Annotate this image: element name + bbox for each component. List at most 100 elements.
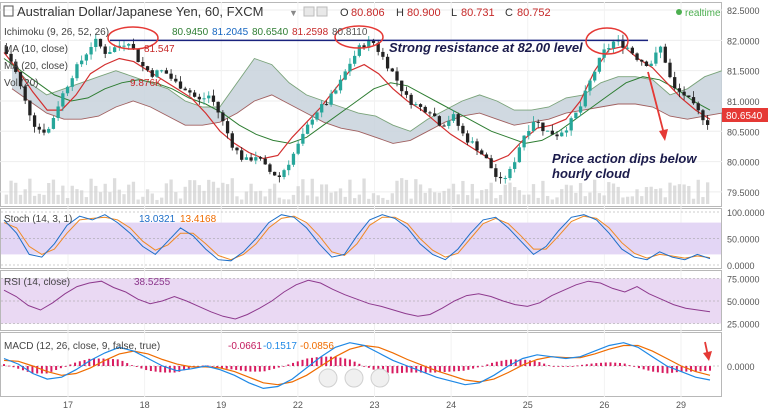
macd-histogram-bar [438, 366, 441, 373]
volume-bar [630, 196, 634, 204]
candle-body [240, 150, 244, 160]
scroll-right-button[interactable] [370, 368, 390, 388]
volume-bar [489, 182, 493, 204]
annotation-dip-line2: hourly cloud [552, 166, 631, 181]
volume-bar [560, 189, 564, 204]
macd-histogram-bar [239, 366, 242, 371]
chart-header: Australian Dollar/Japanese Yen, 60, FXCM… [3, 4, 721, 19]
candle-body [315, 112, 319, 120]
macd-histogram-bar [31, 366, 34, 374]
ma2-label[interactable]: MA (20, close) [4, 61, 68, 72]
rsi-label[interactable]: RSI (14, close) [4, 277, 70, 288]
ohlc-low-label: L [451, 7, 457, 19]
symbol-dropdown-icon[interactable]: ▼ [289, 8, 298, 18]
candle-body [192, 92, 197, 97]
candle-body [611, 41, 616, 49]
candle-body [400, 80, 404, 92]
macd-histogram-bar [334, 356, 337, 366]
macd-histogram-bar [358, 363, 361, 366]
candle-body [484, 154, 489, 159]
volume-bar [625, 196, 630, 204]
scroll-reset-button[interactable] [344, 368, 364, 388]
macd-histogram-bar [505, 359, 508, 366]
volume-bar [611, 183, 616, 204]
volume-bar [428, 188, 432, 204]
realtime-dot-icon [676, 9, 682, 15]
macd-histogram-bar [296, 361, 299, 366]
macd-pane-frame [0, 332, 722, 397]
pane-y-tick-label: 50.0000 [727, 297, 760, 307]
volume-bar [301, 179, 305, 204]
volume-bar [112, 178, 117, 204]
candle-body [320, 104, 324, 113]
ichimoku-cloud [11, 57, 723, 144]
macd-histogram-bar [97, 358, 100, 366]
ma1-label[interactable]: MA (10, close) [4, 44, 68, 55]
macd-histogram-bar [149, 366, 152, 372]
volume-bar [550, 199, 554, 204]
volume-bar [376, 195, 380, 204]
scroll-left-button[interactable] [318, 368, 338, 388]
y-axis: 82.5000 82.0000 81.5000 81.0000 80.5000 80.00… [727, 6, 765, 372]
ichimoku-label[interactable]: Ichimoku (9, 26, 52, 26) [4, 27, 109, 38]
macd-histogram-bar [552, 366, 555, 367]
volume-bar [484, 189, 489, 204]
candle-body [418, 104, 423, 107]
candle-body [258, 157, 263, 159]
volume-bar [668, 182, 672, 204]
macd-histogram-bar [685, 366, 688, 372]
volume-bar [244, 191, 249, 204]
volume-bar [225, 184, 230, 204]
candle-body [301, 133, 305, 144]
scroll-controls [318, 368, 390, 388]
settings-icon[interactable] [316, 6, 328, 17]
macd-histogram-bar [130, 365, 133, 367]
macd-histogram-bar [547, 365, 550, 366]
volume-bar [640, 196, 644, 204]
candle-body [588, 80, 592, 91]
volume-bar [451, 183, 456, 204]
volume-bar [338, 188, 343, 204]
macd-histogram-bar [258, 366, 261, 372]
macd-label[interactable]: MACD (12, 26, close, 9, false, true) [4, 341, 160, 352]
candle-body [282, 170, 286, 178]
volume-bar [691, 198, 696, 204]
volume-bar [423, 192, 427, 204]
ohlc-close-value: 80.752 [517, 7, 551, 19]
collapse-icon[interactable] [3, 5, 14, 17]
volume-bar [127, 184, 131, 204]
volume-bar [461, 180, 465, 204]
stoch-label[interactable]: Stoch (14, 3, 1) [4, 214, 72, 225]
volume-bar [117, 189, 121, 204]
eye-icon[interactable] [303, 6, 315, 17]
candle-body [583, 90, 587, 107]
candle-body [145, 66, 150, 71]
macd-histogram-bar [609, 362, 612, 366]
candle-body [296, 143, 300, 154]
macd-histogram-bar [476, 366, 479, 368]
candle-body [263, 158, 267, 165]
cloud-area [12, 58, 722, 144]
pane-y-tick-label: 50.0000 [727, 235, 760, 245]
macd-histogram-bar [315, 357, 318, 366]
volume-bar [216, 187, 220, 204]
macd-histogram-bar [595, 363, 598, 366]
candle-body [183, 88, 187, 91]
vol-label[interactable]: Vol (20) [4, 78, 38, 89]
macd-histogram-bar [145, 366, 148, 371]
pane-y-tick-label: 0.0000 [727, 261, 755, 271]
volume-bar [268, 188, 272, 204]
candle-body [513, 162, 517, 169]
volume-bar [677, 184, 682, 204]
volume-bar [701, 197, 705, 204]
volume-bar [207, 179, 211, 204]
rsi-pane [1, 278, 721, 324]
volume-bar [18, 194, 23, 204]
volume-bar [616, 186, 620, 204]
macd-histogram-bar [183, 366, 186, 371]
price-y-tick-label: 82.0000 [727, 36, 760, 46]
macd-histogram-bar [178, 366, 181, 372]
candle-body [517, 147, 522, 163]
macd-histogram-bar [235, 366, 238, 370]
candle-body [395, 71, 399, 81]
